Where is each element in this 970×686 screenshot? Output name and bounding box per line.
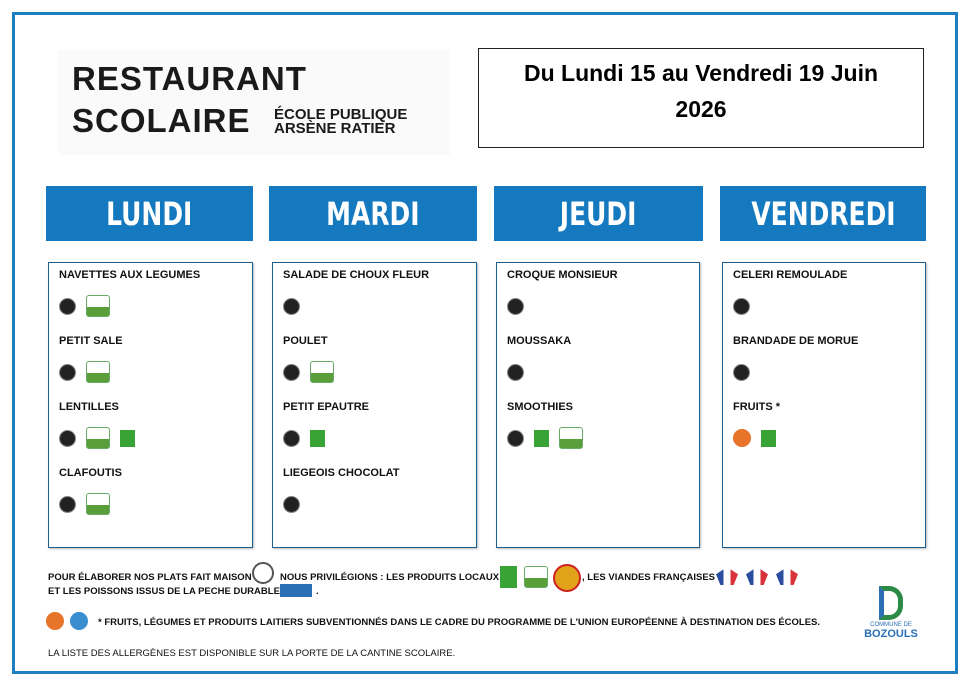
dish: LENTILLES xyxy=(59,401,119,413)
icon-fruit xyxy=(733,429,751,447)
day-header: MARDI xyxy=(269,186,477,241)
week-box: Du Lundi 15 au Vendredi 19 Juin 2026 xyxy=(478,48,924,148)
icon-row xyxy=(283,291,466,321)
icon-row xyxy=(733,357,915,387)
footer-text: POUR ÉLABORER NOS PLATS FAIT MAISON xyxy=(48,572,252,583)
dish: BRANDADE DE MORUE xyxy=(733,335,859,347)
icon-homemade xyxy=(283,429,300,447)
footer-text: . xyxy=(316,586,319,597)
icon-local xyxy=(86,295,110,317)
icon-french-meat xyxy=(776,567,798,585)
icon-row xyxy=(59,357,242,387)
title: RESTAURANT xyxy=(72,60,307,97)
icon-aop xyxy=(553,564,581,592)
day-header: JEUDI xyxy=(494,186,703,241)
icon-local xyxy=(86,427,110,449)
school-name: ARSÈNE RATIER xyxy=(274,120,396,137)
day-name: VENDREDI xyxy=(750,194,896,233)
icon-homemade xyxy=(283,297,300,315)
icon-homemade xyxy=(59,495,76,513)
dish: PETIT SALE xyxy=(59,335,123,347)
icon-homemade xyxy=(507,297,524,315)
page-frame xyxy=(12,12,958,674)
icon-organic xyxy=(500,566,517,588)
footer-text: LA LISTE DES ALLERGÈNES EST DISPONIBLE S… xyxy=(48,648,456,659)
icon-row xyxy=(283,489,466,519)
dish: POULET xyxy=(283,335,328,347)
icon-row xyxy=(59,489,242,519)
icon-row xyxy=(733,291,915,321)
icon-homemade xyxy=(283,363,300,381)
icon-homemade xyxy=(733,297,750,315)
icon-french-meat xyxy=(716,567,738,585)
dish: LIEGEOIS CHOCOLAT xyxy=(283,467,400,479)
dish: NAVETTES AUX LEGUMES xyxy=(59,269,201,281)
logo-text: BOZOULS xyxy=(864,628,918,640)
icon-local xyxy=(86,493,110,515)
icon-homemade xyxy=(252,562,274,584)
town-logo: COMMUNE DE BOZOULS xyxy=(855,582,927,654)
icon-local xyxy=(86,361,110,383)
icon-french-meat xyxy=(746,567,768,585)
day-header: LUNDI xyxy=(46,186,253,241)
icon-eu-school xyxy=(70,612,88,630)
footer-text: * FRUITS, LÉGUMES ET PRODUITS LAITIERS S… xyxy=(98,617,821,628)
icon-row xyxy=(283,357,466,387)
icon-local xyxy=(310,361,334,383)
icon-organic xyxy=(310,429,325,447)
icon-homemade xyxy=(507,363,524,381)
school-name: ÉCOLE PUBLIQUE xyxy=(274,106,408,123)
icon-homemade xyxy=(733,363,750,381)
week-text: 2026 xyxy=(675,96,727,122)
icon-row xyxy=(507,291,689,321)
icon-organic xyxy=(534,429,549,447)
icon-row xyxy=(283,423,466,453)
icon-row xyxy=(59,291,242,321)
day-header: VENDREDI xyxy=(720,186,926,241)
dish: PETIT EPAUTRE xyxy=(283,401,369,413)
menu-box: CROQUE MONSIEUR MOUSSAKA SMOOTHIES xyxy=(496,262,700,548)
day-name: MARDI xyxy=(326,194,420,233)
icon-homemade xyxy=(59,297,76,315)
dish: SMOOTHIES xyxy=(507,401,574,413)
icon-fruit xyxy=(46,612,64,630)
dish: CELERI REMOULADE xyxy=(733,269,848,281)
icon-homemade xyxy=(59,363,76,381)
icon-row xyxy=(733,423,915,453)
day-name: JEUDI xyxy=(560,194,637,233)
icon-homemade xyxy=(507,429,524,447)
menu-box: NAVETTES AUX LEGUMES PETIT SALE LENTILLE… xyxy=(48,262,253,548)
menu-box: CELERI REMOULADE BRANDADE DE MORUE FRUIT… xyxy=(722,262,926,548)
dish: SALADE DE CHOUX FLEUR xyxy=(283,269,430,281)
icon-organic xyxy=(120,429,135,447)
footer-text: NOUS PRIVILÉGIONS : LES PRODUITS LOCAUX xyxy=(280,572,500,583)
icon-homemade xyxy=(59,429,76,447)
icon-row xyxy=(507,357,689,387)
icon-local xyxy=(524,566,548,588)
icon-local xyxy=(559,427,583,449)
dish: CROQUE MONSIEUR xyxy=(507,269,618,281)
logo-text: COMMUNE DE xyxy=(870,622,912,628)
icon-homemade xyxy=(283,495,300,513)
day-name: LUNDI xyxy=(106,194,193,233)
icon-organic xyxy=(761,429,776,447)
footer-text: ET LES POISSONS ISSUS DE LA PECHE DURABL… xyxy=(48,586,280,597)
week-text: Du Lundi 15 au Vendredi 19 Juin xyxy=(523,60,879,86)
dish: FRUITS * xyxy=(733,401,781,413)
title: SCOLAIRE xyxy=(72,102,251,139)
dish: CLAFOUTIS xyxy=(59,467,122,479)
header-logo: RESTAURANT SCOLAIRE ÉCOLE PUBLIQUE ARSÈN… xyxy=(58,50,450,155)
menu-box: SALADE DE CHOUX FLEUR POULET PETIT EPAUT… xyxy=(272,262,477,548)
footer-text: , LES VIANDES FRANÇAISES xyxy=(582,572,716,583)
icon-row xyxy=(59,423,242,453)
icon-row xyxy=(507,423,689,453)
dish: MOUSSAKA xyxy=(507,335,572,347)
icon-msc xyxy=(280,584,312,597)
logo-mark xyxy=(879,586,903,620)
